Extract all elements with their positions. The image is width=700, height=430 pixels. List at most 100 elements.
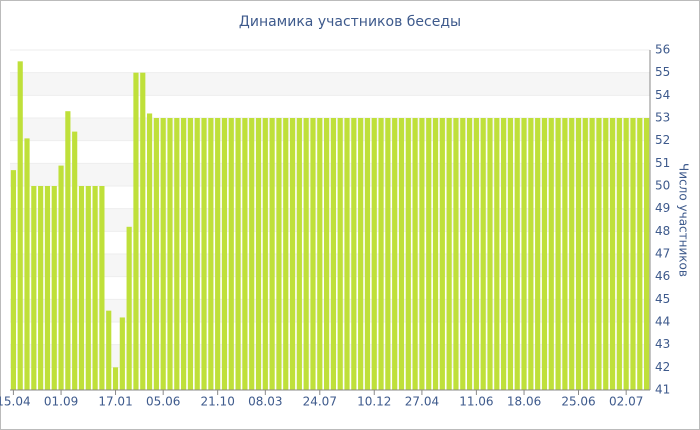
bar <box>487 118 493 390</box>
y-tick-label: 56 <box>655 43 670 57</box>
bar <box>72 131 78 390</box>
stripe <box>10 72 650 96</box>
bar <box>521 118 527 390</box>
bar <box>269 118 275 390</box>
bar <box>603 118 609 390</box>
stripe <box>10 344 650 368</box>
stripe <box>10 299 650 322</box>
bar <box>324 118 330 390</box>
y-tick-label: 41 <box>655 383 670 397</box>
bar <box>160 118 166 390</box>
bar <box>174 118 180 390</box>
bar <box>242 118 248 390</box>
y-tick-label: 53 <box>655 111 670 125</box>
stripe <box>10 208 650 232</box>
bar <box>181 118 187 390</box>
x-tick-label: 21.10 <box>200 395 234 409</box>
bar <box>296 118 302 390</box>
bar <box>194 118 200 390</box>
bar <box>85 186 91 390</box>
bar <box>378 118 384 390</box>
bar <box>215 118 221 390</box>
bar <box>480 118 486 390</box>
x-tick-label: 18.06 <box>507 395 541 409</box>
bar <box>126 226 132 390</box>
bar <box>385 118 391 390</box>
y-tick-label: 52 <box>655 133 670 147</box>
x-tick-label: 24.07 <box>303 395 337 409</box>
bar <box>644 118 650 390</box>
bar <box>555 118 561 390</box>
bar <box>31 186 37 390</box>
bar <box>392 118 398 390</box>
bar <box>17 61 23 390</box>
bar <box>276 118 282 390</box>
bar <box>460 118 466 390</box>
y-tick-label: 43 <box>655 337 670 351</box>
bar <box>637 118 643 390</box>
bar <box>364 118 371 390</box>
x-tick-label: 02.07 <box>609 395 643 409</box>
bar <box>106 310 112 390</box>
bar <box>228 118 234 390</box>
bar <box>541 118 548 390</box>
y-tick-label: 42 <box>655 360 670 374</box>
bar <box>609 118 616 390</box>
bar <box>466 118 473 390</box>
bar <box>514 118 520 390</box>
y-tick-label: 50 <box>655 179 670 193</box>
bar <box>494 118 500 390</box>
bar <box>112 367 119 390</box>
y-axis-label: Число участников <box>677 163 691 277</box>
bar <box>446 118 452 390</box>
y-tick-label: 48 <box>655 224 670 238</box>
bar <box>153 118 159 390</box>
bar <box>562 118 568 390</box>
bar <box>99 186 105 390</box>
bar <box>528 118 534 390</box>
x-tick-label: 25.06 <box>561 395 595 409</box>
bar <box>167 118 173 390</box>
bar <box>78 186 85 390</box>
bar <box>439 118 445 390</box>
bar <box>630 118 636 390</box>
bar <box>119 317 125 390</box>
bar <box>548 118 554 390</box>
bar <box>419 118 425 390</box>
bar <box>146 113 153 390</box>
bar <box>133 72 139 391</box>
bar <box>92 186 98 390</box>
bar <box>58 165 64 390</box>
bar <box>140 72 146 391</box>
bar <box>221 118 228 390</box>
stripe <box>10 254 650 277</box>
bar <box>501 118 507 390</box>
x-tick-label: 27.04 <box>405 395 439 409</box>
bar <box>255 118 262 390</box>
bar <box>303 118 309 390</box>
bar <box>337 118 343 390</box>
y-tick-label: 54 <box>655 88 670 102</box>
bar <box>289 118 296 390</box>
bar <box>283 118 289 390</box>
bar <box>187 118 194 390</box>
chart-title: Динамика участников беседы <box>239 14 461 30</box>
bar <box>351 118 357 390</box>
bar <box>44 186 51 390</box>
bar <box>623 118 629 390</box>
bar <box>371 118 377 390</box>
y-tick-label: 49 <box>655 201 670 215</box>
bar <box>235 118 241 390</box>
bar <box>589 118 595 390</box>
x-tick-label: 01.09 <box>44 395 78 409</box>
x-tick-label: 17.01 <box>98 395 132 409</box>
bar <box>317 118 323 390</box>
x-tick-label: 15.04 <box>0 395 31 409</box>
y-tick-label: 45 <box>655 292 670 306</box>
y-tick-label: 51 <box>655 156 670 170</box>
y-tick-label: 47 <box>655 247 670 261</box>
bar <box>535 118 541 390</box>
bar <box>249 118 255 390</box>
bar <box>65 111 71 390</box>
